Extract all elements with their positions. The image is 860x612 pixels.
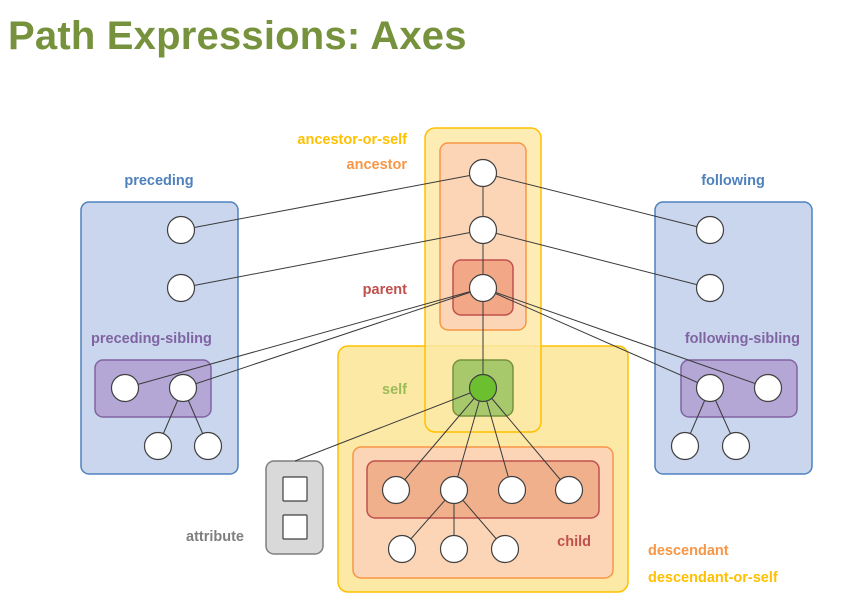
- parent-node: [468, 273, 498, 303]
- descendant-node: [490, 534, 520, 564]
- child-node: [497, 475, 527, 505]
- ancestor-label: ancestor: [347, 157, 408, 173]
- following-node: [670, 431, 700, 461]
- preceding-sibling-label: preceding-sibling: [91, 331, 212, 347]
- child-label: child: [557, 534, 591, 550]
- preceding-node: [166, 273, 196, 303]
- preceding-sibling-node: [110, 373, 140, 403]
- descendant-label: descendant: [648, 543, 729, 559]
- descendant-node: [439, 534, 469, 564]
- attribute-node: [282, 476, 308, 502]
- self-node: [468, 373, 498, 403]
- attribute-label: attribute: [186, 529, 244, 545]
- preceding-node: [143, 431, 173, 461]
- following-label: following: [701, 173, 765, 189]
- preceding-node: [166, 215, 196, 245]
- ancestor-node: [468, 215, 498, 245]
- child-region: [366, 460, 600, 519]
- following-node: [721, 431, 751, 461]
- ancestor-or-self-label: ancestor-or-self: [297, 132, 407, 148]
- following-sibling-label: following-sibling: [685, 331, 800, 347]
- following-sibling-node: [753, 373, 783, 403]
- attribute-node: [282, 514, 308, 540]
- attribute-region: [265, 460, 324, 555]
- preceding-node: [193, 431, 223, 461]
- preceding-label: preceding: [124, 173, 193, 189]
- descendant-node: [387, 534, 417, 564]
- ancestor-node-root: [468, 158, 498, 188]
- following-node: [695, 215, 725, 245]
- following-node: [695, 273, 725, 303]
- child-node: [381, 475, 411, 505]
- parent-label: parent: [363, 282, 407, 298]
- child-node: [554, 475, 584, 505]
- slide-title: Path Expressions: Axes: [8, 14, 467, 58]
- following-sibling-node: [695, 373, 725, 403]
- child-node: [439, 475, 469, 505]
- preceding-sibling-node: [168, 373, 198, 403]
- tree-nodes: [110, 158, 783, 564]
- descendant-or-self-label: descendant-or-self: [648, 570, 778, 586]
- self-label: self: [382, 382, 407, 398]
